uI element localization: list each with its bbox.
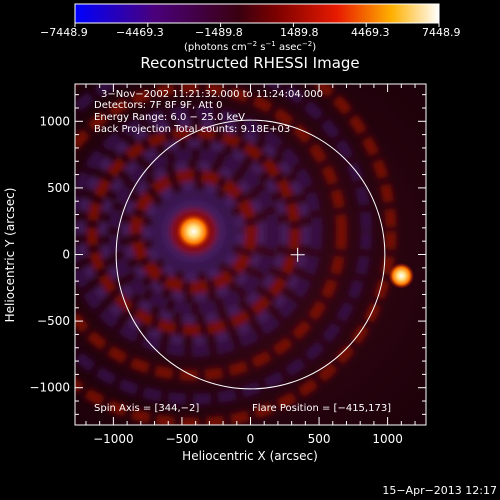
trough-ring-3 bbox=[98, 139, 289, 324]
y-tick-label: 500 bbox=[47, 181, 70, 195]
info-line-detectors: Detectors: 7F 8F 9F, Att 0 bbox=[94, 100, 222, 111]
y-tick-label: 0 bbox=[62, 248, 70, 262]
y-tick-label: −1000 bbox=[29, 381, 70, 395]
trough-ring-1 bbox=[141, 181, 246, 282]
colorbar-tick-label-5: 7448.9 bbox=[422, 26, 461, 39]
timestamp-footer: 15−Apr−2013 12:17 bbox=[382, 484, 497, 497]
x-tick-labels: −1000 −500 0 500 1000 bbox=[93, 432, 403, 446]
x-tick-label: −1000 bbox=[93, 432, 134, 446]
x-tick-label: 0 bbox=[247, 432, 255, 446]
colorbar-unit-label: (photons cm−2 s−1 asec−2) bbox=[184, 40, 316, 53]
spin-axis-label: Spin Axis = [344,−2] bbox=[94, 403, 199, 414]
trough-ring-2 bbox=[120, 160, 267, 303]
image-area bbox=[75, 84, 426, 425]
colorbar-tick-label-1: −4469.3 bbox=[116, 26, 164, 39]
flare-source bbox=[175, 213, 212, 250]
y-tick-label: −500 bbox=[37, 314, 70, 328]
colorbar-tick-label-0: −7448.9 bbox=[40, 26, 88, 39]
ring-4 bbox=[86, 127, 301, 336]
ring-5 bbox=[75, 106, 323, 357]
trough-ring-4 bbox=[76, 117, 311, 346]
backprojection-pattern bbox=[75, 84, 397, 425]
ring-8 bbox=[75, 84, 397, 425]
flare-position-label: Flare Position = [−415,173] bbox=[252, 403, 391, 414]
axis-ticks bbox=[75, 84, 426, 425]
ring-6 bbox=[75, 84, 348, 381]
x-tick-label: 500 bbox=[308, 432, 331, 446]
colorbar bbox=[74, 3, 440, 24]
colorbar-ticks bbox=[74, 23, 440, 27]
y-axis-label: Heliocentric Y (arcsec) bbox=[3, 188, 17, 323]
info-line-method: Back Projection Total counts: 9.18E+03 bbox=[94, 124, 290, 135]
ring-1 bbox=[150, 188, 238, 274]
info-line-energy: Energy Range: 6.0 − 25.0 keV bbox=[94, 112, 245, 123]
info-line-time: 3−Nov−2002 11:21:32.000 to 11:24:04.000 bbox=[101, 89, 323, 100]
sources-layer bbox=[175, 213, 415, 289]
y-tick-label: 1000 bbox=[39, 114, 70, 128]
x-tick-label: 1000 bbox=[372, 432, 403, 446]
y-tick-labels: −1000 −500 0 500 1000 bbox=[29, 114, 70, 394]
spin-axis-marker bbox=[290, 247, 305, 262]
ring-2 bbox=[129, 169, 258, 294]
secondary-source bbox=[388, 262, 415, 289]
trough-ring-0 bbox=[161, 200, 226, 263]
ring-7 bbox=[75, 84, 372, 405]
ring-3 bbox=[108, 148, 279, 315]
colorbar-tick-label-2: −1489.8 bbox=[195, 26, 243, 39]
plot-title: Reconstructed RHESSI Image bbox=[140, 54, 359, 72]
solar-limb-circle bbox=[115, 119, 386, 390]
x-axis-label: Heliocentric X (arcsec) bbox=[182, 449, 318, 463]
colorbar-tick-label-4: 4469.3 bbox=[351, 26, 390, 39]
colorbar-tick-label-3: 1489.8 bbox=[280, 26, 319, 39]
x-tick-label: −500 bbox=[165, 432, 198, 446]
